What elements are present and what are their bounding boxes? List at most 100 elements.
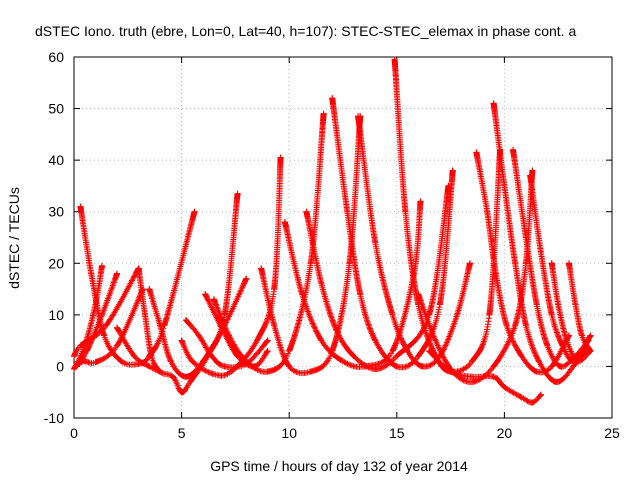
series-arc-15: [303, 182, 452, 373]
data-point: [318, 337, 325, 344]
data-point: [264, 368, 271, 375]
data-point: [533, 301, 540, 308]
data-point: [234, 190, 241, 197]
data-point: [522, 322, 529, 329]
data-point: [466, 260, 473, 267]
data-point: [253, 337, 260, 344]
data-point: [529, 399, 536, 406]
data-point: [512, 260, 519, 267]
data-point: [346, 260, 353, 267]
x-tick-label: 25: [604, 425, 620, 441]
data-point: [307, 260, 314, 267]
data-point: [537, 249, 544, 256]
data-point: [210, 371, 217, 378]
data-point: [553, 378, 560, 385]
series-arc-17: [355, 113, 473, 370]
data-point: [243, 275, 250, 282]
data-point: [303, 208, 310, 215]
data-point: [83, 347, 90, 354]
data-point: [529, 167, 536, 174]
data-point: [484, 208, 491, 215]
data-point: [71, 353, 77, 360]
x-tick-label: 10: [281, 425, 297, 441]
data-point: [469, 378, 476, 385]
x-tick-label: 5: [178, 425, 186, 441]
data-point: [557, 363, 564, 370]
data-point: [146, 363, 153, 370]
series-arc-02: [77, 203, 198, 368]
data-point: [417, 198, 424, 205]
data-point: [98, 311, 105, 318]
series-arc-04: [73, 270, 121, 370]
data-point: [210, 296, 217, 303]
data-point: [221, 363, 228, 370]
data-point: [572, 301, 579, 308]
data-point: [243, 358, 250, 365]
data-point: [587, 332, 594, 339]
data-point: [518, 353, 525, 360]
x-tick-label: 15: [389, 425, 405, 441]
data-point: [372, 366, 379, 373]
data-point: [182, 317, 189, 324]
data-point: [286, 363, 293, 370]
y-tick-label: 20: [48, 255, 64, 271]
data-point: [419, 363, 426, 370]
y-tick-label: 30: [48, 204, 64, 220]
data-point: [355, 113, 362, 120]
data-point: [533, 368, 540, 375]
data-point: [182, 373, 189, 380]
data-point: [81, 358, 88, 365]
data-point: [228, 368, 235, 375]
data-point: [501, 384, 508, 391]
data-series: [71, 56, 594, 406]
series-arc-11: [202, 291, 271, 370]
data-point: [81, 342, 88, 349]
data-point: [357, 291, 364, 298]
x-tick-label: 0: [70, 425, 78, 441]
data-point: [103, 322, 110, 329]
data-point: [415, 291, 422, 298]
data-point: [449, 167, 456, 174]
data-point: [522, 234, 529, 241]
data-point: [92, 359, 99, 366]
x-axis-label: GPS time / hours of day 132 of year 2014: [210, 458, 468, 474]
data-point: [548, 260, 555, 267]
data-point: [200, 358, 207, 365]
data-point: [191, 208, 198, 215]
data-point: [559, 342, 566, 349]
data-point: [178, 389, 185, 396]
data-point: [307, 368, 314, 375]
data-point: [77, 203, 84, 210]
y-tick-label: 50: [48, 101, 64, 117]
series-markers: [77, 203, 198, 368]
series-arc-10: [182, 317, 271, 371]
data-point: [340, 358, 346, 365]
data-point: [447, 368, 454, 375]
data-point: [264, 337, 271, 344]
data-point: [389, 311, 396, 318]
data-point: [258, 265, 265, 272]
x-tick-label: 20: [497, 425, 513, 441]
chart-title: dSTEC Iono. truth (ebre, Lon=0, Lat=40, …: [35, 23, 576, 39]
data-point: [391, 56, 398, 63]
data-point: [114, 324, 121, 331]
data-point: [271, 322, 278, 329]
data-point: [225, 332, 232, 339]
data-point: [350, 353, 357, 360]
y-tick-label: 0: [56, 358, 64, 374]
data-point: [486, 311, 493, 318]
series-arc-09: [178, 154, 284, 379]
data-point: [320, 110, 327, 117]
data-point: [372, 337, 379, 344]
y-tick-label: 10: [48, 307, 64, 323]
data-point: [202, 291, 209, 298]
series-arc-21: [490, 100, 594, 385]
data-point: [415, 353, 422, 360]
data-point: [393, 353, 400, 360]
data-point: [563, 337, 570, 344]
data-point: [114, 342, 121, 349]
data-point: [535, 358, 542, 365]
data-point: [469, 373, 476, 380]
data-point: [167, 358, 174, 365]
